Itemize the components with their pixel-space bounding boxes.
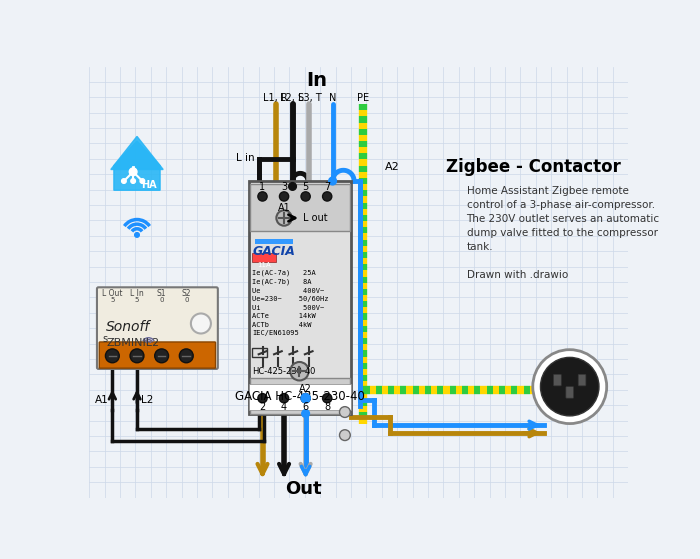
FancyBboxPatch shape bbox=[255, 239, 293, 244]
Circle shape bbox=[134, 233, 139, 237]
Text: L in: L in bbox=[236, 153, 255, 163]
Text: Home Assistant Zigbee remote
control of a 3-phase air-compressor.
The 230V outle: Home Assistant Zigbee remote control of … bbox=[466, 187, 659, 281]
Text: 2: 2 bbox=[260, 402, 265, 413]
FancyBboxPatch shape bbox=[248, 181, 351, 414]
Text: 0: 0 bbox=[184, 297, 188, 304]
Text: 1: 1 bbox=[260, 182, 265, 192]
Circle shape bbox=[130, 349, 144, 363]
Circle shape bbox=[288, 183, 296, 190]
Circle shape bbox=[179, 349, 193, 363]
Text: L3, T: L3, T bbox=[298, 93, 321, 103]
Text: 7: 7 bbox=[324, 182, 330, 192]
Text: L out: L out bbox=[302, 213, 327, 223]
Circle shape bbox=[258, 192, 267, 201]
Text: 5: 5 bbox=[302, 182, 309, 192]
Text: Ie(AC-7a)   25A
Ie(AC-7b)   8A
Ue          400V~
Ue=230~    50/60Hz
Ui          : Ie(AC-7a) 25A Ie(AC-7b) 8A Ue 400V~ Ue=2… bbox=[253, 269, 329, 336]
Text: HA: HA bbox=[141, 180, 156, 190]
Text: A2: A2 bbox=[299, 384, 312, 394]
Circle shape bbox=[301, 394, 310, 403]
Circle shape bbox=[106, 349, 119, 363]
Circle shape bbox=[323, 192, 332, 201]
Text: L2, S: L2, S bbox=[281, 93, 304, 103]
Text: S1: S1 bbox=[157, 289, 167, 298]
Text: 3: 3 bbox=[281, 182, 287, 192]
Text: 8: 8 bbox=[324, 402, 330, 413]
Text: In: In bbox=[306, 72, 327, 91]
Circle shape bbox=[191, 314, 211, 334]
Text: 4: 4 bbox=[281, 402, 287, 413]
Text: s: s bbox=[102, 334, 108, 344]
FancyBboxPatch shape bbox=[252, 253, 276, 262]
Text: 5: 5 bbox=[135, 297, 139, 304]
Text: L1, R: L1, R bbox=[263, 93, 288, 103]
Circle shape bbox=[340, 430, 350, 440]
Circle shape bbox=[155, 349, 169, 363]
Text: A1: A1 bbox=[278, 203, 290, 213]
Text: A2: A2 bbox=[385, 162, 400, 172]
Text: GACIA: GACIA bbox=[253, 245, 295, 258]
Circle shape bbox=[301, 394, 310, 403]
Text: 11A: 11A bbox=[257, 262, 271, 268]
Circle shape bbox=[290, 362, 309, 381]
Text: PE: PE bbox=[357, 93, 370, 103]
Circle shape bbox=[258, 394, 267, 403]
Circle shape bbox=[279, 192, 288, 201]
Circle shape bbox=[276, 210, 292, 226]
Circle shape bbox=[540, 357, 599, 416]
Text: L In: L In bbox=[130, 289, 144, 298]
Circle shape bbox=[279, 394, 288, 403]
FancyBboxPatch shape bbox=[250, 378, 349, 414]
Text: N: N bbox=[329, 93, 336, 103]
Text: Out: Out bbox=[285, 480, 321, 498]
Text: S2: S2 bbox=[181, 289, 191, 298]
Circle shape bbox=[329, 177, 337, 185]
Text: ZBMINIL2: ZBMINIL2 bbox=[106, 338, 160, 348]
Text: A1: A1 bbox=[94, 395, 108, 405]
Circle shape bbox=[340, 406, 350, 418]
Text: Zigbee - Contactor: Zigbee - Contactor bbox=[446, 158, 621, 176]
Text: Sonoff: Sonoff bbox=[106, 320, 150, 334]
Text: L2: L2 bbox=[141, 395, 153, 405]
FancyBboxPatch shape bbox=[248, 383, 351, 410]
Text: 6: 6 bbox=[302, 402, 309, 413]
Circle shape bbox=[140, 179, 145, 183]
Circle shape bbox=[533, 350, 607, 424]
Text: L Out: L Out bbox=[102, 289, 122, 298]
FancyBboxPatch shape bbox=[566, 387, 573, 398]
Polygon shape bbox=[111, 136, 163, 169]
Circle shape bbox=[323, 394, 332, 403]
FancyBboxPatch shape bbox=[250, 184, 349, 231]
FancyBboxPatch shape bbox=[554, 375, 561, 386]
FancyBboxPatch shape bbox=[97, 287, 218, 369]
Text: 5: 5 bbox=[110, 297, 115, 304]
Text: GACIA HC-425-230-40: GACIA HC-425-230-40 bbox=[234, 390, 365, 403]
Circle shape bbox=[302, 410, 309, 418]
Circle shape bbox=[130, 168, 137, 176]
Circle shape bbox=[122, 179, 126, 183]
Circle shape bbox=[301, 192, 310, 201]
Text: 0: 0 bbox=[160, 297, 164, 304]
Polygon shape bbox=[114, 141, 160, 190]
Circle shape bbox=[131, 179, 135, 183]
FancyBboxPatch shape bbox=[578, 375, 586, 386]
FancyBboxPatch shape bbox=[99, 342, 216, 368]
Text: HC-425-230-40: HC-425-230-40 bbox=[253, 367, 316, 377]
